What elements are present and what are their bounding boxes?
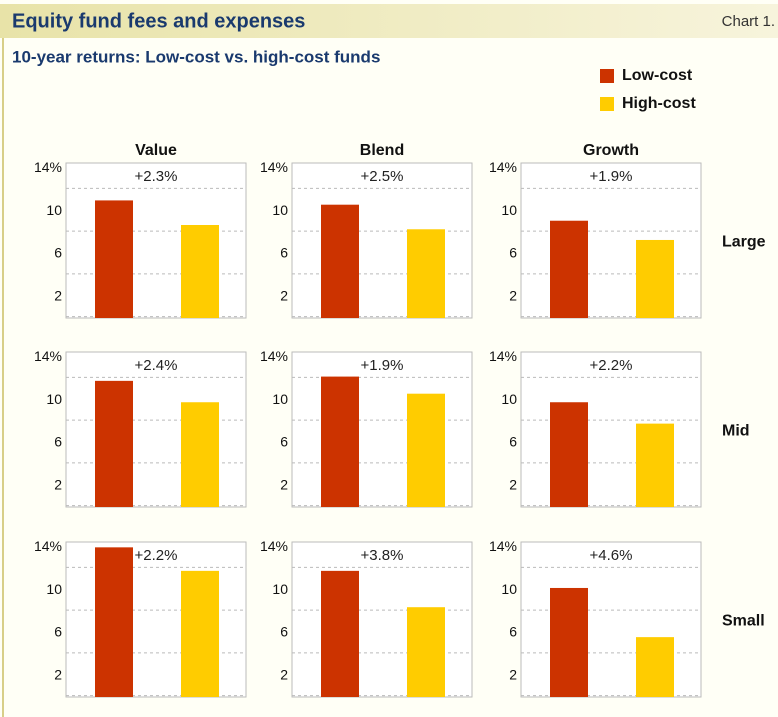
row-label: Small	[722, 613, 765, 630]
chart-note: Chart 1.	[722, 13, 775, 30]
column-label: Blend	[360, 142, 404, 159]
y-tick-label: 10	[46, 391, 62, 407]
y-tick-label: 6	[509, 624, 517, 640]
legend-swatch	[600, 97, 614, 111]
y-tick-label: 6	[280, 434, 288, 450]
y-tick-label: 2	[280, 476, 288, 492]
row-label: Large	[722, 234, 766, 251]
y-tick-label: 10	[501, 202, 517, 218]
y-tick-label: 2	[54, 476, 62, 492]
bar	[95, 547, 133, 697]
y-tick-label: 14%	[260, 159, 288, 175]
bar	[550, 220, 588, 318]
y-tick-label: 2	[54, 287, 62, 303]
y-tick-label: 10	[46, 581, 62, 597]
annotation: +2.3%	[135, 168, 178, 185]
annotation: +1.9%	[590, 168, 633, 185]
y-tick-label: 10	[46, 202, 62, 218]
y-tick-label: 10	[501, 581, 517, 597]
annotation: +4.6%	[590, 547, 633, 564]
legend-label: Low-cost	[622, 67, 693, 84]
bar	[407, 229, 445, 318]
bar	[181, 402, 219, 507]
row-label: Mid	[722, 423, 750, 440]
chart-subtitle: 10-year returns: Low-cost vs. high-cost …	[12, 47, 380, 66]
y-tick-label: 2	[280, 666, 288, 682]
annotation: +2.2%	[590, 357, 633, 374]
y-tick-label: 2	[509, 287, 517, 303]
bar	[550, 587, 588, 697]
y-tick-label: 10	[501, 391, 517, 407]
annotation: +2.4%	[135, 357, 178, 374]
bar	[407, 393, 445, 507]
legend-swatch	[600, 69, 614, 83]
legend-label: High-cost	[622, 95, 696, 112]
y-tick-label: 14%	[489, 159, 517, 175]
y-tick-label: 2	[509, 476, 517, 492]
y-tick-label: 2	[54, 666, 62, 682]
y-tick-label: 6	[509, 434, 517, 450]
y-tick-label: 14%	[489, 348, 517, 364]
bar	[407, 607, 445, 697]
y-tick-label: 14%	[489, 538, 517, 554]
y-tick-label: 2	[280, 287, 288, 303]
bar	[181, 570, 219, 697]
bar	[95, 380, 133, 507]
y-tick-label: 6	[280, 245, 288, 261]
y-tick-label: 6	[54, 434, 62, 450]
y-tick-label: 10	[272, 391, 288, 407]
y-tick-label: 10	[272, 202, 288, 218]
y-tick-label: 14%	[260, 348, 288, 364]
column-label: Value	[135, 142, 177, 159]
y-tick-label: 14%	[34, 159, 62, 175]
bar	[321, 204, 359, 318]
y-tick-label: 6	[54, 624, 62, 640]
bar	[321, 376, 359, 507]
bar	[636, 637, 674, 697]
y-tick-label: 6	[54, 245, 62, 261]
y-tick-label: 2	[509, 666, 517, 682]
annotation: +3.8%	[361, 547, 404, 564]
bar	[321, 570, 359, 697]
y-tick-label: 6	[280, 624, 288, 640]
y-tick-label: 6	[509, 245, 517, 261]
y-tick-label: 14%	[260, 538, 288, 554]
annotation: +2.2%	[135, 547, 178, 564]
column-label: Growth	[583, 142, 639, 159]
bar	[636, 239, 674, 318]
annotation: +1.9%	[361, 357, 404, 374]
header-bar	[0, 4, 778, 38]
y-tick-label: 10	[272, 581, 288, 597]
y-tick-label: 14%	[34, 538, 62, 554]
chart-title: Equity fund fees and expenses	[12, 10, 305, 32]
bar	[550, 402, 588, 507]
y-tick-label: 14%	[34, 348, 62, 364]
bar	[181, 225, 219, 318]
annotation: +2.5%	[361, 168, 404, 185]
bar	[636, 423, 674, 507]
bar	[95, 200, 133, 318]
